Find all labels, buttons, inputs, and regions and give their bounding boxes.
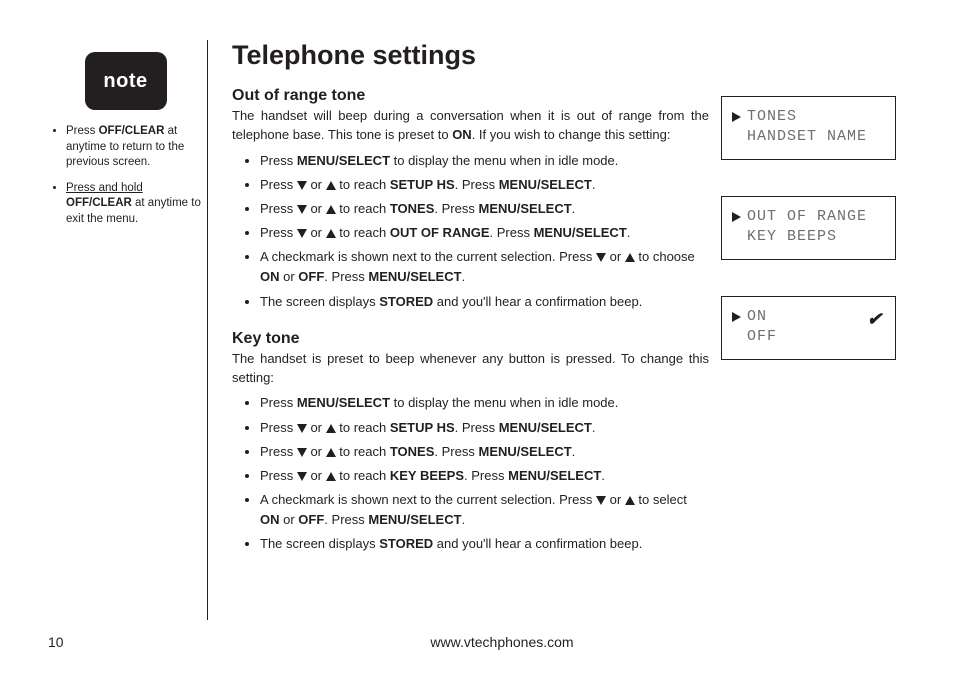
down-arrow-icon [297, 472, 307, 481]
up-arrow-icon [326, 205, 336, 214]
up-arrow-icon [625, 496, 635, 505]
sidebar-tip-list: Press OFF/CLEAR at anytime to return to … [48, 124, 203, 227]
page-footer: 10 www.vtechphones.com [48, 634, 906, 650]
step-item: Press or to reach TONES. Press MENU/SELE… [260, 199, 709, 219]
lcd-row: ON [732, 307, 885, 327]
down-arrow-icon [297, 424, 307, 433]
page-number: 10 [48, 634, 98, 650]
steps-list-1: Press MENU/SELECT to display the menu wh… [232, 151, 709, 312]
sidebar-tip: Press OFF/CLEAR at anytime to return to … [66, 124, 203, 171]
step-item: Press or to reach TONES. Press MENU/SELE… [260, 442, 709, 462]
section-key-tone: Key tone The handset is preset to beep w… [232, 330, 709, 555]
sidebar-notes: note Press OFF/CLEAR at anytime to retur… [48, 40, 203, 620]
down-arrow-icon [297, 181, 307, 190]
step-item: Press or to reach KEY BEEPS. Press MENU/… [260, 466, 709, 486]
checkmark-icon: ✔ [867, 307, 883, 331]
lcd-text: HANDSET NAME [747, 127, 867, 147]
step-item: The screen displays STORED and you'll he… [260, 292, 709, 312]
step-item: A checkmark is shown next to the current… [260, 247, 709, 287]
down-arrow-icon [297, 448, 307, 457]
down-arrow-icon [297, 205, 307, 214]
up-arrow-icon [326, 229, 336, 238]
lcd-screen: ON ✔ OFF [721, 296, 896, 360]
down-arrow-icon [596, 253, 606, 262]
page-title: Telephone settings [232, 40, 709, 71]
note-badge-label: note [103, 70, 147, 93]
lcd-text: ON [747, 307, 767, 327]
section-heading: Key tone [232, 330, 709, 348]
sidebar-tip: Press and hold OFF/CLEAR at anytime to e… [66, 181, 203, 228]
lcd-screens-column: TONESHANDSET NAME OUT OF RANGEKEY BEEPS ON… [721, 40, 906, 620]
footer-url: www.vtechphones.com [98, 634, 906, 650]
lcd-text: TONES [747, 107, 797, 127]
section-intro: The handset is preset to beep whenever a… [232, 350, 709, 388]
lcd-text: OFF [747, 327, 777, 347]
lcd-row: OUT OF RANGE [732, 207, 885, 227]
step-item: Press MENU/SELECT to display the menu wh… [260, 151, 709, 171]
down-arrow-icon [297, 229, 307, 238]
step-item: Press MENU/SELECT to display the menu wh… [260, 393, 709, 413]
step-item: Press or to reach SETUP HS. Press MENU/S… [260, 175, 709, 195]
lcd-screen: OUT OF RANGEKEY BEEPS [721, 196, 896, 260]
section-intro: The handset will beep during a conversat… [232, 107, 709, 145]
step-item: A checkmark is shown next to the current… [260, 490, 709, 530]
page-body: note Press OFF/CLEAR at anytime to retur… [48, 40, 906, 620]
lcd-row: OFF [732, 327, 885, 347]
lcd-text: OUT OF RANGE [747, 207, 867, 227]
step-item: Press or to reach SETUP HS. Press MENU/S… [260, 418, 709, 438]
main-content: Telephone settings Out of range tone The… [216, 40, 721, 620]
note-badge: note [85, 52, 167, 110]
step-item: Press or to reach OUT OF RANGE. Press ME… [260, 223, 709, 243]
down-arrow-icon [596, 496, 606, 505]
steps-list-2: Press MENU/SELECT to display the menu wh… [232, 393, 709, 554]
up-arrow-icon [625, 253, 635, 262]
up-arrow-icon [326, 448, 336, 457]
lcd-row: TONES [732, 107, 885, 127]
vertical-divider [207, 40, 208, 620]
lcd-row: HANDSET NAME [732, 127, 885, 147]
pointer-icon [732, 312, 741, 322]
lcd-row: KEY BEEPS [732, 227, 885, 247]
up-arrow-icon [326, 424, 336, 433]
pointer-icon [732, 112, 741, 122]
lcd-text: KEY BEEPS [747, 227, 837, 247]
lcd-screen: TONESHANDSET NAME [721, 96, 896, 160]
up-arrow-icon [326, 472, 336, 481]
step-item: The screen displays STORED and you'll he… [260, 534, 709, 554]
section-out-of-range: Out of range tone The handset will beep … [232, 87, 709, 312]
section-heading: Out of range tone [232, 87, 709, 105]
up-arrow-icon [326, 181, 336, 190]
pointer-icon [732, 212, 741, 222]
